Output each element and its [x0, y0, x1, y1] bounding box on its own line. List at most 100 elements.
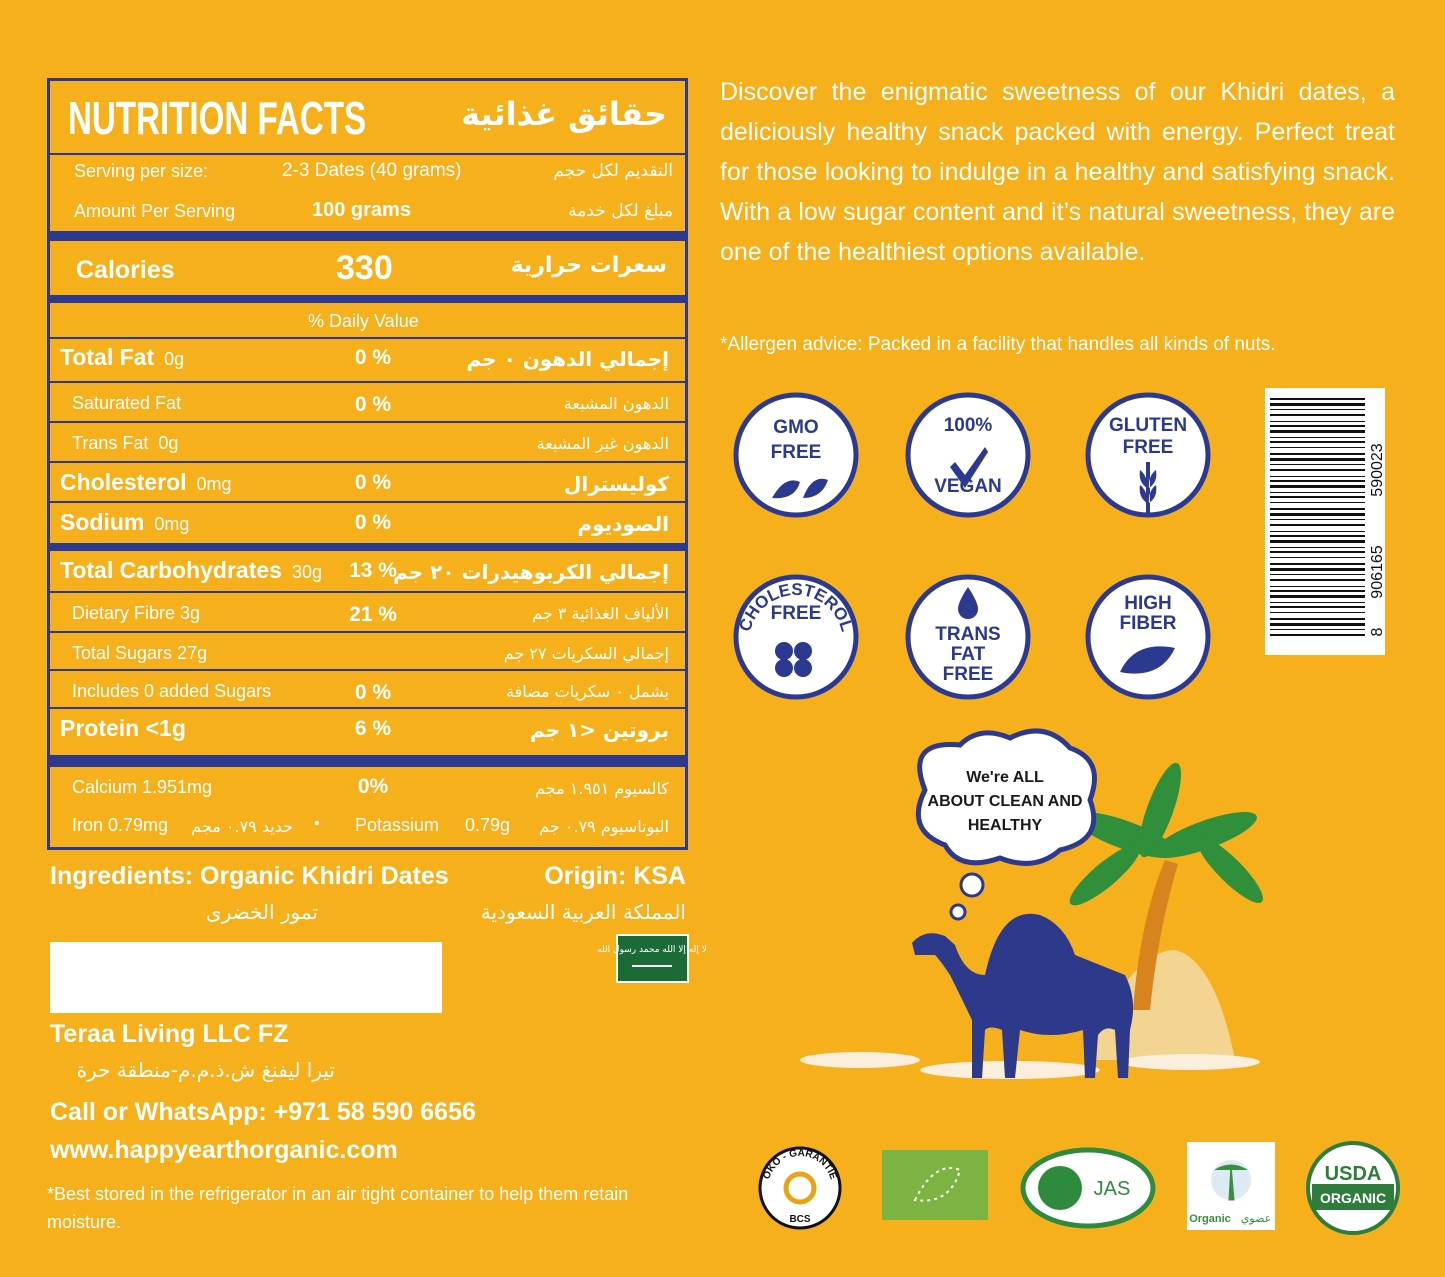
usda-text: USDA [1325, 1163, 1382, 1185]
ground [800, 1052, 1260, 1079]
badge-label: FIBER [1120, 613, 1177, 634]
barcode-bar [1270, 623, 1365, 626]
nutrient-name-ar: إجمالي السكريات ٢٧ جم [503, 644, 669, 663]
oko-bcs: BCS [789, 1214, 810, 1225]
barcode-bar [1270, 414, 1365, 416]
rule [50, 669, 685, 671]
nutrient-name-ar: الألياف الغذائية ٣ جم [532, 604, 669, 623]
barcode-bar [1270, 441, 1365, 443]
barcode-bar [1270, 485, 1365, 488]
barcode-bar [1270, 602, 1365, 603]
nutrient-name-ar: إجمالي الكربوهيدرات ٢٠ جم [393, 560, 669, 584]
rule [50, 501, 685, 503]
mascot-line: We're ALL [966, 769, 1044, 786]
barcode-bar [1270, 568, 1365, 571]
oko-logo [758, 1146, 842, 1230]
mineral-ar: حديد ٠.٧٩ مجم [191, 817, 293, 836]
barcode-bar [1270, 551, 1365, 553]
check-icon [950, 447, 988, 488]
rule [50, 421, 685, 423]
amount-label: Amount Per Serving [74, 201, 236, 221]
nutrient-row: Includes 0 added Sugars 0 % يشمل ٠ سكريات … [50, 671, 685, 709]
mineral-name: Iron 0.79mg [72, 815, 169, 835]
eu-leaf [913, 1167, 962, 1202]
barcode-digits: 590023 [1369, 443, 1386, 496]
barcode-bar [1270, 425, 1365, 427]
daily-value: 0 % [354, 471, 392, 494]
calories-label: Calories [76, 256, 175, 284]
berry-icon [775, 642, 793, 660]
wheat-icon [1139, 462, 1157, 515]
badges: GMOFREE100%VEGANGLUTENFREECHOLESTEROLFRE… [733, 392, 1211, 700]
nutrient-name-ar: الصوديوم [577, 512, 669, 536]
rule [50, 591, 685, 593]
nutrient-name-ar: بروتين <١ جم [529, 718, 669, 742]
nf-title: NUTRITION FACTS [68, 92, 367, 144]
nutrient-amount: 0mg [196, 474, 232, 494]
barcode-panel [1265, 388, 1385, 655]
nutrient-row: Trans Fat 0g الدهون غير المشبعة [50, 423, 685, 463]
nutrient-name: Dietary Fibre 3g [72, 603, 201, 623]
organic-text-ar: عضوي [1241, 1212, 1271, 1225]
badge-label: GMO [773, 417, 818, 438]
camel [912, 913, 1134, 1078]
allergen: *Allergen advice: Packed in a facility t… [720, 334, 1276, 355]
nutrient-amount: 0g [164, 349, 185, 369]
website: www.happyearthorganic.com [50, 1136, 398, 1164]
nutrient-row: Total Carbohydrates 30g 13 % إجمالي الكربوه… [50, 551, 685, 593]
mineral-name: Calcium 1.951mg [72, 777, 213, 797]
barcode-bar [1270, 508, 1365, 510]
barcode-bar [1270, 398, 1365, 400]
berry-icon [794, 659, 812, 677]
amount-value: 100 grams [312, 199, 411, 221]
mineral-dv: 0% [357, 775, 389, 798]
barcode-bar [1270, 464, 1365, 465]
rule [50, 153, 685, 155]
badge-label: TRANS [935, 624, 1000, 645]
nf-title-ar: حقائق غذائية [461, 95, 667, 133]
barcode-bar [1270, 634, 1365, 636]
nutrition-table: NUTRITION FACTS حقائق غذائية Serving per… [47, 78, 688, 850]
barcode-bar [1270, 595, 1365, 598]
badge-label: HIGH [1124, 593, 1172, 614]
barcode-digits: 8 [1369, 627, 1386, 636]
badge-label: VEGAN [934, 476, 1002, 497]
mineral-name: Potassium [355, 815, 440, 835]
barcode-bar [1270, 469, 1365, 471]
daily-value-header: % Daily Value [308, 311, 419, 331]
calories-label-ar: سعرات حرارية [510, 253, 667, 278]
palm-trunk [1133, 860, 1178, 1010]
nutrient-name-ar: يشمل ٠ سكريات مضافة [506, 682, 669, 701]
leaf-icon [772, 478, 828, 499]
thick-rule [50, 755, 685, 767]
storage-note: *Best stored in the refrigerator in an a… [47, 1184, 629, 1232]
badge [733, 392, 859, 518]
nutrient-amount: 0mg [154, 514, 190, 534]
barcode-bar [1270, 535, 1365, 537]
badge-label: FREE [771, 442, 822, 463]
barcode-bar [1270, 476, 1365, 477]
rule [50, 631, 685, 633]
nutrient-amount: 0g [158, 433, 179, 453]
calories-value: 330 [336, 249, 393, 287]
nutrient-row: Cholesterol 0mg 0 % كوليسترال [50, 463, 685, 503]
barcode-bar [1270, 579, 1365, 581]
nutrient-name-ar: إجمالي الدهون ٠ جم [466, 347, 669, 371]
nutrient-name: Cholesterol 0mg [60, 469, 232, 495]
barcode-bar [1270, 458, 1365, 461]
barcode-bar [1270, 563, 1365, 565]
jas-text: JAS [1094, 1178, 1131, 1200]
barcode-digits: 906165 [1369, 545, 1386, 598]
nutrient-name-ar: الدهون المشبعة [563, 394, 669, 413]
mineral-amount: 0.79g [465, 815, 511, 835]
barcode-bar [1270, 453, 1365, 455]
thick-rule [50, 231, 685, 241]
organic-text: Organic [1189, 1213, 1231, 1225]
fiber-leaf-icon [1120, 646, 1175, 674]
palm-leaf [1197, 837, 1263, 903]
barcode-bar [1270, 502, 1365, 503]
company-ar: تيرا ليفنغ ش.ذ.م.م-منطقة حرة [76, 1058, 335, 1082]
mascot-line: ABOUT CLEAN AND [928, 793, 1083, 810]
